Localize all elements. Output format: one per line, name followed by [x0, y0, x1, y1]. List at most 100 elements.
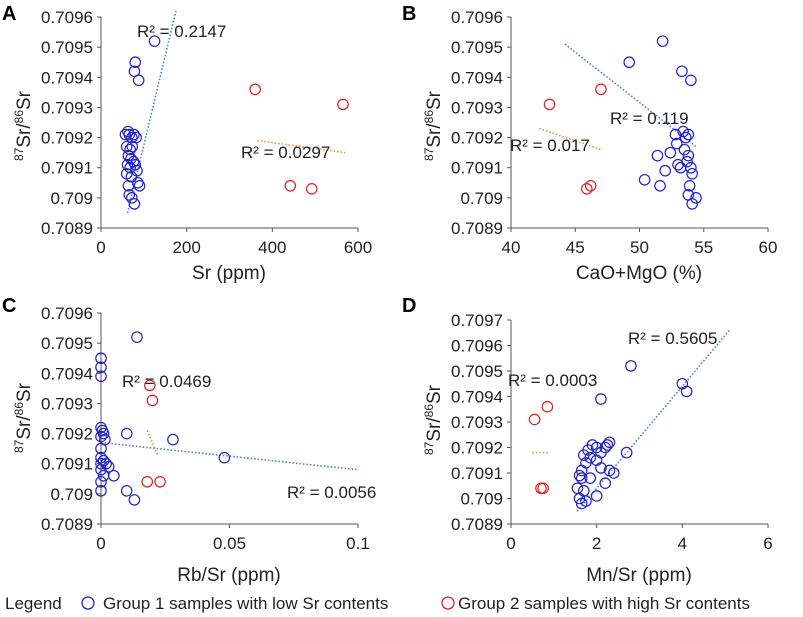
data-point-group1 — [575, 497, 588, 510]
y-tick-label: 0.7096 — [451, 337, 503, 356]
data-point-group2 — [541, 400, 554, 413]
data-point-group1 — [682, 128, 695, 141]
data-point-group1 — [125, 152, 137, 165]
y-tick-label: 0.7091 — [451, 159, 503, 178]
data-point-group2 — [595, 83, 607, 96]
y-tick-label: 0.7089 — [451, 515, 503, 534]
x-tick-label: 0 — [96, 534, 105, 553]
x-tick-label: 4 — [678, 534, 687, 553]
y-tick-label: 0.709 — [50, 189, 93, 208]
x-tick-label: 55 — [694, 238, 713, 257]
legend-marker-group1 — [81, 596, 95, 610]
y-label-element: Sr — [14, 90, 35, 110]
data-point-group1 — [599, 477, 612, 489]
data-point-group1 — [123, 189, 136, 201]
y-tick-label: 0.7096 — [451, 8, 503, 27]
y-label-superscript: 87 — [12, 147, 26, 161]
r2-label-group1: R² = 0.0056 — [287, 483, 376, 502]
data-point-group2 — [337, 98, 349, 111]
data-point-group1 — [133, 180, 146, 192]
data-point-group1 — [148, 35, 161, 47]
data-point-group1 — [123, 128, 136, 141]
x-tick-label: 0.05 — [213, 534, 246, 553]
y-label-element: Sr/ — [14, 123, 35, 148]
y-tick-label: 0.7094 — [41, 68, 93, 87]
y-tick-label: 0.7095 — [451, 362, 503, 381]
x-tick-label: 45 — [566, 238, 585, 257]
y-label-superscript: 87 — [422, 147, 436, 161]
y-label-superscript: 86 — [12, 402, 26, 416]
data-point-group1 — [97, 427, 110, 440]
data-point-group1 — [131, 331, 143, 343]
panel-c: C 0.7089 0.709 0.7091 0.7092 0.7093 0.7094 0.70… — [2, 295, 376, 586]
panel-letter: C — [2, 295, 16, 317]
data-point-group1 — [601, 439, 614, 451]
data-point-group2 — [144, 379, 156, 392]
legend-text-group2: Group 2 samples with high Sr contents — [458, 594, 750, 613]
y-tick-label: 0.7093 — [451, 98, 503, 117]
data-point-group1 — [590, 490, 603, 502]
y-tick-label: 0.7094 — [451, 388, 503, 407]
data-point-group1 — [573, 492, 586, 505]
data-point-group2 — [154, 475, 166, 488]
data-point-group1 — [578, 449, 590, 461]
y-tick-label: 0.7092 — [451, 129, 503, 148]
r2-label-group2: R² = 0.0469 — [122, 372, 211, 391]
data-point-group1 — [676, 65, 688, 78]
data-point-group2 — [584, 180, 597, 192]
trendline-group1 — [100, 441, 359, 471]
data-point-group1 — [654, 180, 666, 192]
y-tick-label: 0.7095 — [41, 38, 93, 57]
trendline-group2 — [146, 430, 159, 455]
panel-d: D 0.7089 0.709 0.7091 0.7092 0.7093 0.7094 0.70… — [402, 295, 773, 586]
r2-label-group1: R² = 0.5605 — [628, 329, 717, 348]
y-axis-label: 87Sr/86Sr — [12, 382, 35, 453]
y-tick-label: 0.7093 — [41, 98, 93, 117]
data-point-group1 — [686, 167, 698, 180]
data-point-group2 — [249, 83, 261, 96]
panel-letter: D — [402, 295, 416, 317]
legend-text-group1: Group 1 samples with low Sr contents — [103, 594, 388, 613]
data-point-group1 — [95, 457, 107, 470]
x-tick-label: 400 — [258, 238, 286, 257]
y-label-superscript: 87 — [12, 439, 26, 453]
data-point-group1 — [685, 161, 697, 174]
data-point-group1 — [120, 140, 133, 153]
y-label-superscript: 87 — [422, 441, 436, 455]
legend: Legend Group 1 samples with low Sr conte… — [5, 594, 750, 613]
x-tick-label: 40 — [502, 238, 521, 257]
data-point-group1 — [95, 485, 107, 497]
data-point-group1 — [607, 467, 620, 479]
data-point-group1 — [128, 128, 140, 141]
data-point-group2 — [543, 98, 556, 111]
y-tick-label: 0.709 — [50, 485, 93, 504]
x-tick-label: 50 — [630, 238, 649, 257]
x-tick-label: 2 — [592, 534, 601, 553]
data-point-group1 — [685, 74, 697, 87]
data-point-group2 — [146, 394, 159, 407]
y-tick-label: 0.7092 — [451, 439, 503, 458]
x-tick-label: 60 — [759, 238, 778, 257]
data-point-group1 — [659, 164, 671, 177]
data-point-group1 — [669, 128, 682, 141]
data-point-group1 — [690, 192, 702, 204]
trendline-group1 — [564, 43, 697, 148]
data-point-group1 — [638, 173, 651, 186]
x-axis-label: CaO+MgO (%) — [576, 263, 702, 284]
x-tick-label: 0 — [506, 534, 515, 553]
data-point-group1 — [119, 128, 132, 141]
y-label-element: Sr — [424, 90, 445, 110]
data-point-group1 — [573, 469, 586, 482]
trendline-group2 — [539, 127, 602, 151]
data-point-group1 — [97, 469, 110, 482]
y-tick-label: 0.7097 — [451, 311, 503, 330]
data-point-group1 — [167, 433, 179, 446]
y-tick-label: 0.7094 — [451, 68, 503, 87]
legend-label: Legend — [5, 594, 62, 613]
r2-label-group2: R² = 0.0297 — [241, 143, 330, 162]
x-tick-label: 6 — [763, 534, 772, 553]
data-point-group1 — [670, 137, 683, 150]
data-point-group1 — [95, 442, 107, 455]
data-point-group1 — [575, 472, 588, 484]
y-tick-label: 0.7096 — [41, 8, 93, 27]
